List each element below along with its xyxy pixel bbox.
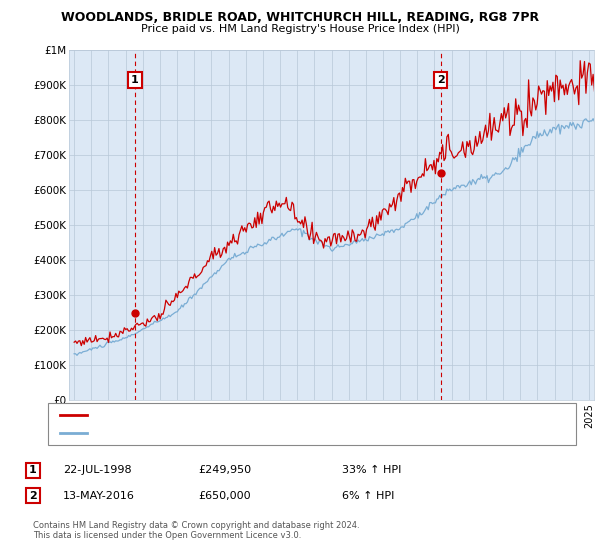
Text: WOODLANDS, BRIDLE ROAD, WHITCHURCH HILL, READING, RG8 7PR: WOODLANDS, BRIDLE ROAD, WHITCHURCH HILL,… [61, 11, 539, 24]
Text: 1: 1 [131, 75, 139, 85]
Text: 33% ↑ HPI: 33% ↑ HPI [342, 465, 401, 475]
Text: Contains HM Land Registry data © Crown copyright and database right 2024.: Contains HM Land Registry data © Crown c… [33, 521, 359, 530]
Text: 6% ↑ HPI: 6% ↑ HPI [342, 491, 394, 501]
Text: 22-JUL-1998: 22-JUL-1998 [63, 465, 131, 475]
Text: This data is licensed under the Open Government Licence v3.0.: This data is licensed under the Open Gov… [33, 531, 301, 540]
Text: WOODLANDS, BRIDLE ROAD, WHITCHURCH HILL, READING, RG8 7PR (detached house): WOODLANDS, BRIDLE ROAD, WHITCHURCH HILL,… [91, 410, 518, 420]
Text: Price paid vs. HM Land Registry's House Price Index (HPI): Price paid vs. HM Land Registry's House … [140, 24, 460, 34]
Text: 13-MAY-2016: 13-MAY-2016 [63, 491, 135, 501]
Text: £249,950: £249,950 [198, 465, 251, 475]
Text: £650,000: £650,000 [198, 491, 251, 501]
Text: 2: 2 [437, 75, 445, 85]
Text: HPI: Average price, detached house, South Oxfordshire: HPI: Average price, detached house, Sout… [91, 428, 360, 438]
Text: 1: 1 [29, 465, 37, 475]
Text: 2: 2 [29, 491, 37, 501]
